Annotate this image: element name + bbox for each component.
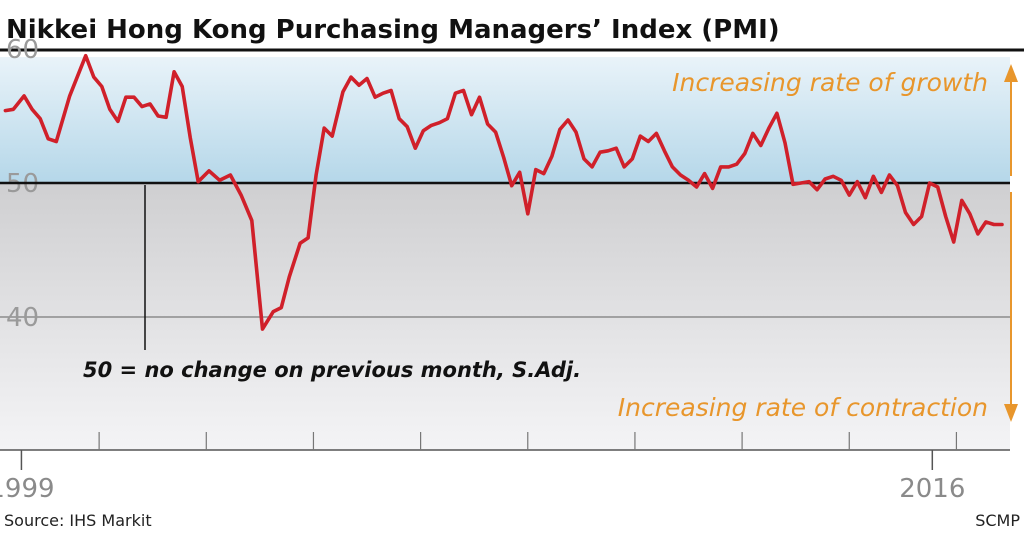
credit: SCMP — [975, 511, 1020, 530]
series-layer — [3, 53, 1004, 331]
y-tick-label: 40 — [6, 303, 39, 333]
arrow-up-icon — [1004, 64, 1018, 82]
x-tick-label: 1999 — [0, 474, 55, 504]
arrow-down-icon — [1004, 404, 1018, 422]
chart-title: Nikkei Hong Kong Purchasing Managers’ In… — [6, 15, 780, 45]
source-note: Source: IHS Markit — [4, 511, 152, 530]
reference-note: 50 = no change on previous month, S.Adj. — [83, 358, 581, 382]
growth-label: Increasing rate of growth — [672, 68, 988, 97]
pmi-series-line — [3, 53, 1004, 331]
x-axis-minor-ticks — [98, 432, 958, 450]
x-axis: 1999 2016 — [0, 450, 965, 504]
y-tick-label: 60 — [6, 35, 39, 65]
contraction-label: Increasing rate of contraction — [618, 393, 988, 422]
x-tick-label: 2016 — [899, 474, 965, 504]
